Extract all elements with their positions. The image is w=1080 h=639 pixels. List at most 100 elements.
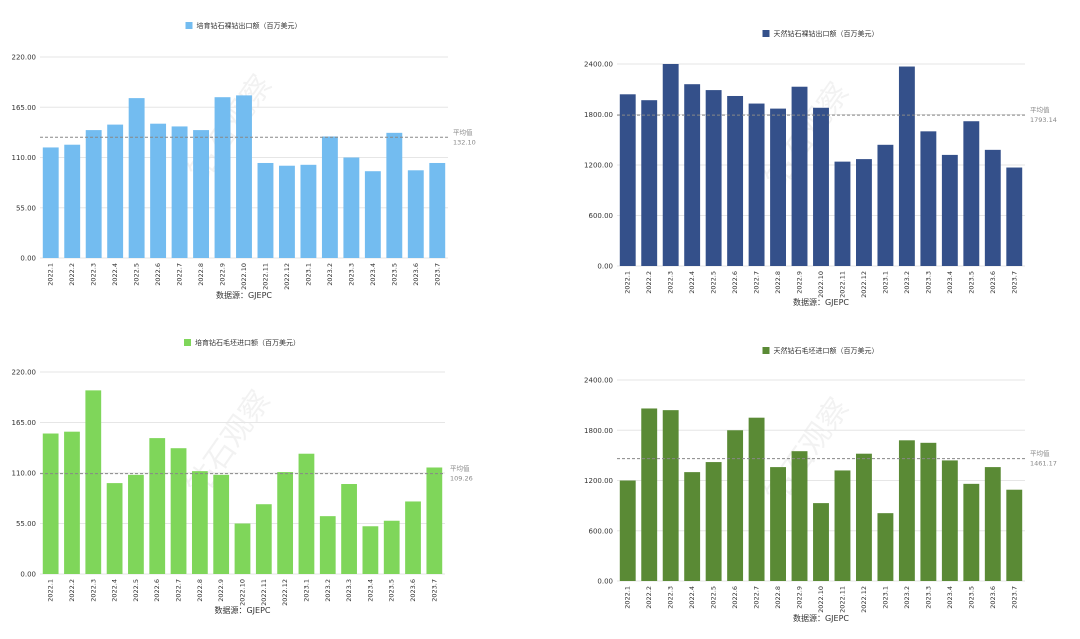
- bar-2022.10: [234, 523, 251, 574]
- legend-label: 培育钻石裸钻出口额（百万美元）: [197, 21, 302, 30]
- x-tick-label: 2022.5: [710, 271, 718, 294]
- average-value: 109.26: [450, 475, 473, 483]
- x-tick-label: 2023.4: [369, 263, 377, 286]
- bar-2023.2: [898, 66, 915, 267]
- y-tick-label: 220.00: [12, 369, 37, 377]
- x-tick-label: 2022.10: [817, 586, 825, 613]
- x-tick-label: 2023.5: [967, 586, 975, 609]
- bar-2022.2: [641, 408, 658, 581]
- x-tick-label: 2022.2: [68, 579, 76, 602]
- bar-2022.9: [214, 97, 231, 258]
- bar-2023.1: [877, 513, 894, 581]
- bar-2023.5: [386, 132, 403, 258]
- y-tick-label: 165.00: [12, 419, 37, 427]
- x-tick-label: 2022.7: [176, 263, 184, 286]
- x-tick-label: 2023.7: [1010, 586, 1018, 609]
- bar-2023.7: [429, 162, 446, 258]
- legend-label: 天然钻石毛坯进口额（百万美元）: [774, 346, 879, 355]
- bar-2022.5: [705, 462, 722, 581]
- bar-2023.4: [941, 460, 958, 581]
- average-value: 132.10: [453, 138, 476, 146]
- bar-2023.1: [877, 144, 894, 266]
- y-tick-label: 110.00: [12, 154, 37, 162]
- x-tick-label: 2022.8: [197, 263, 205, 286]
- x-tick-label: 2022.3: [667, 271, 675, 294]
- average-title: 平均值: [453, 127, 473, 136]
- x-tick-label: 2022.4: [688, 271, 696, 294]
- bar-2023.7: [1006, 167, 1023, 266]
- bar-2022.1: [42, 147, 59, 258]
- bar-2022.8: [770, 467, 786, 581]
- x-tick-label: 2022.5: [710, 586, 718, 609]
- x-tick-label: 2022.9: [219, 263, 227, 286]
- bar-2023.3: [920, 442, 937, 581]
- legend: 培育钻石毛坯进口额（百万美元）: [184, 338, 300, 347]
- bar-2022.3: [85, 390, 102, 574]
- bar-2022.11: [257, 162, 274, 258]
- chart-svg: 钻石观察培育钻石毛坯进口额（百万美元）0.0055.00110.00165.00…: [12, 338, 473, 615]
- bar-2022.6: [727, 95, 744, 266]
- x-tick-label: 2023.1: [881, 271, 889, 294]
- x-tick-label: 2023.7: [1010, 271, 1018, 294]
- x-tick-label: 2022.11: [838, 586, 846, 613]
- bar-2022.1: [619, 94, 636, 266]
- y-tick-label: 2400.00: [584, 377, 613, 385]
- x-tick-label: 2023.6: [412, 263, 420, 286]
- y-tick-label: 165.00: [12, 104, 37, 112]
- bar-2022.2: [641, 100, 658, 266]
- bar-2022.3: [662, 410, 679, 581]
- bar-2022.8: [191, 471, 208, 574]
- x-tick-label: 2022.2: [645, 586, 653, 609]
- x-tick-label: 2023.6: [409, 579, 417, 602]
- x-tick-label: 2022.7: [175, 579, 183, 602]
- bar-2022.8: [193, 130, 209, 258]
- bar-2022.10: [236, 95, 252, 258]
- x-tick-label: 2023.7: [433, 263, 441, 286]
- average-title: 平均值: [1030, 449, 1050, 458]
- bar-2022.12: [277, 472, 294, 574]
- x-tick-label: 2022.4: [111, 579, 119, 602]
- bar-2022.4: [684, 84, 701, 266]
- bar-2023.5: [383, 520, 400, 574]
- x-tick-label: 2022.8: [774, 586, 782, 609]
- bar-2022.1: [42, 433, 59, 574]
- y-tick-label: 600.00: [589, 212, 614, 220]
- x-tick-label: 2022.2: [68, 263, 76, 286]
- legend-swatch: [185, 22, 193, 29]
- x-tick-label: 2022.9: [796, 271, 804, 294]
- bar-2023.2: [319, 516, 336, 574]
- bar-2022.7: [171, 126, 188, 258]
- x-tick-label: 2022.10: [239, 579, 247, 606]
- x-tick-label: 2022.7: [753, 586, 761, 609]
- y-tick-label: 600.00: [589, 527, 614, 535]
- y-tick-label: 0.00: [597, 578, 613, 586]
- x-tick-label: 2022.4: [111, 263, 119, 286]
- x-tick-label: 2023.3: [924, 271, 932, 294]
- x-tick-label: 2023.3: [924, 586, 932, 609]
- x-tick-label: 2022.12: [281, 579, 289, 606]
- y-tick-label: 2400.00: [584, 61, 613, 69]
- x-tick-label: 2023.5: [390, 263, 398, 286]
- bar-2023.6: [984, 467, 1001, 581]
- x-tick-label: 2022.12: [860, 586, 868, 613]
- x-tick-label: 2022.10: [240, 263, 248, 290]
- x-tick-label: 2023.2: [324, 579, 332, 602]
- x-tick-label: 2023.1: [302, 579, 310, 602]
- bar-2022.3: [662, 64, 679, 266]
- x-tick-label: 2022.4: [688, 586, 696, 609]
- bar-2023.5: [963, 483, 980, 581]
- source-label: 数据源：GJEPC: [793, 297, 849, 307]
- bar-2022.11: [834, 470, 851, 581]
- legend: 天然钻石裸钻出口额（百万美元）: [762, 29, 879, 38]
- chart-panel-natural-rough-imports: 钻石观察 天然钻石毛坯进口额（百万美元） 0.00 600.00 1200.00 1800…: [540, 320, 1080, 639]
- bar-2022.6: [150, 123, 167, 258]
- x-tick-label: 2022.11: [260, 579, 268, 606]
- y-tick-label: 0.00: [597, 263, 613, 271]
- x-tick-label: 2022.9: [217, 579, 225, 602]
- x-tick-label: 2022.12: [283, 263, 291, 290]
- source-label: 数据源：GJEPC: [214, 605, 270, 615]
- bar-2023.2: [321, 136, 338, 258]
- bar-2023.3: [343, 157, 360, 258]
- bar-2023.1: [298, 453, 315, 574]
- bar-2022.6: [727, 430, 744, 581]
